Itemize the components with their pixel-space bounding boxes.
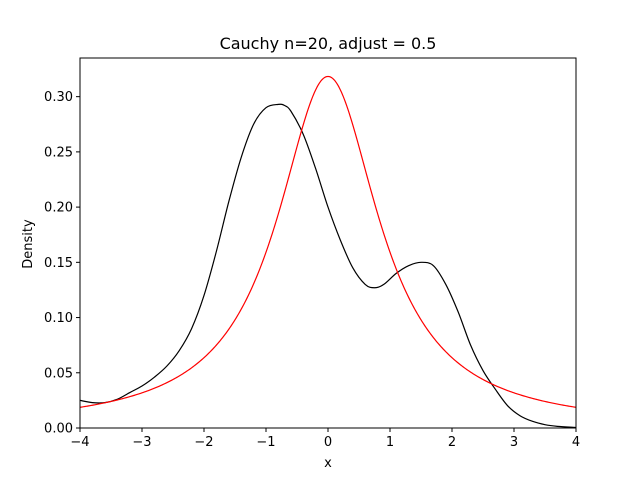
x-tick-label: 0 <box>324 435 332 450</box>
y-tick-label: 0.25 <box>44 145 73 160</box>
x-tick-label: 1 <box>386 435 394 450</box>
x-tick-label: −2 <box>194 435 213 450</box>
x-tick-label: −1 <box>256 435 275 450</box>
y-tick-label: 0.30 <box>44 90 73 105</box>
y-tick-label: 0.10 <box>44 311 73 326</box>
chart-title: Cauchy n=20, adjust = 0.5 <box>220 34 437 53</box>
plot-frame <box>79 57 577 429</box>
x-tick-label: −3 <box>132 435 151 450</box>
cauchy-density-line <box>80 75 576 408</box>
y-tick-label: 0.05 <box>44 366 73 381</box>
x-tick-label: 4 <box>572 435 580 450</box>
plot-area: −4 −3 −2 −1 0 1 2 3 4 0.00 0.05 0.10 0.15 0.20 0.25 0.3… <box>44 57 580 450</box>
x-tick-label: −4 <box>70 435 89 450</box>
x-axis-label: x <box>324 456 332 471</box>
x-tick-label: 3 <box>510 435 518 450</box>
y-axis-label: Density <box>21 219 36 269</box>
y-tick-label: 0.15 <box>44 256 73 271</box>
y-tick-label: 0.20 <box>44 201 73 216</box>
y-tick-label: 0.00 <box>44 422 73 437</box>
x-tick-label: 2 <box>448 435 456 450</box>
kde-density-line <box>80 103 576 428</box>
